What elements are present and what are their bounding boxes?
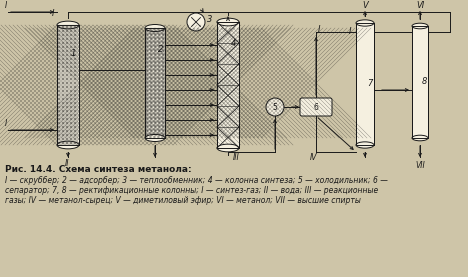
Text: сепаратор; 7, 8 — ректификационные колонны; I — синтез-газ; II — вода; III — реа: сепаратор; 7, 8 — ректификационные колон…	[5, 186, 378, 195]
Text: I: I	[318, 25, 321, 35]
Text: 4: 4	[231, 40, 236, 48]
Text: I: I	[349, 27, 351, 37]
Bar	[356, 23, 374, 145]
Bar	[217, 22, 239, 148]
Text: I: I	[52, 9, 54, 19]
Text: I: I	[5, 1, 7, 10]
Ellipse shape	[356, 20, 374, 26]
Ellipse shape	[412, 135, 428, 141]
Bar	[57, 25, 79, 145]
Ellipse shape	[412, 23, 428, 29]
Ellipse shape	[57, 21, 79, 29]
Ellipse shape	[145, 135, 165, 142]
Bar	[145, 28, 165, 138]
Bar	[57, 25, 79, 145]
Ellipse shape	[145, 24, 165, 32]
Text: 5: 5	[272, 102, 278, 112]
Text: I — скруббер; 2 — адсорбер; 3 — теплообменник; 4 — колонна синтеза; 5 — холодиль: I — скруббер; 2 — адсорбер; 3 — теплообм…	[5, 176, 388, 185]
Text: I: I	[5, 119, 7, 128]
Ellipse shape	[356, 142, 374, 148]
Text: VI: VI	[416, 1, 424, 9]
Ellipse shape	[217, 144, 239, 152]
Text: 2: 2	[158, 45, 163, 55]
Bar	[412, 26, 428, 138]
Text: 7: 7	[367, 79, 373, 88]
Ellipse shape	[57, 141, 79, 149]
Text: 8: 8	[422, 78, 427, 86]
Text: 3: 3	[207, 14, 212, 24]
Bar	[145, 28, 165, 138]
Text: II: II	[65, 160, 69, 168]
Ellipse shape	[217, 18, 239, 26]
Text: 6: 6	[314, 102, 318, 112]
Bar	[412, 26, 428, 138]
Text: VII: VII	[415, 161, 425, 171]
Bar	[356, 23, 374, 145]
FancyBboxPatch shape	[300, 98, 332, 116]
Text: 1: 1	[71, 48, 76, 58]
Circle shape	[266, 98, 284, 116]
Text: V: V	[362, 1, 368, 9]
Circle shape	[187, 13, 205, 31]
Text: газы; IV — метанол-сырец; V — диметиловый эфир; VI — метанол; VII — высшие спирт: газы; IV — метанол-сырец; V — диметиловы…	[5, 196, 361, 205]
Text: Рис. 14.4. Схема синтеза метанола:: Рис. 14.4. Схема синтеза метанола:	[5, 165, 191, 174]
Bar	[217, 22, 239, 148]
Text: IV: IV	[310, 153, 318, 163]
Text: III: III	[233, 153, 240, 161]
